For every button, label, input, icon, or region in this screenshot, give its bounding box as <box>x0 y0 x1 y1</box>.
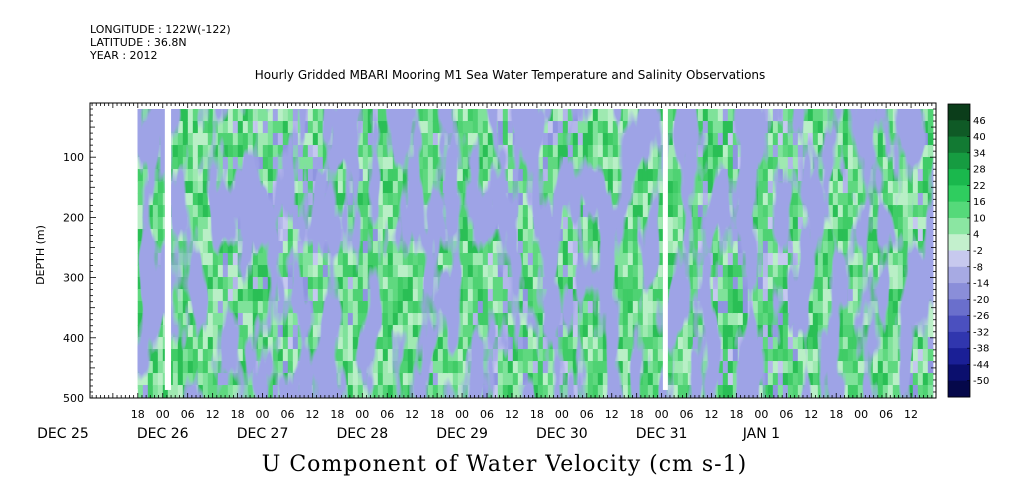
x-tick-label: 00 <box>655 408 669 421</box>
x-axis-ticks: 18 00 06 12 18 00 06 12 18 00 06 12 18 00 06 12 18 00 06 12… <box>37 408 918 442</box>
colorbar-label: 4 <box>973 230 979 241</box>
x-date-label: JAN 1 <box>742 426 780 442</box>
colorbar-label: -50 <box>973 376 989 387</box>
colorbar-label: -32 <box>973 327 989 338</box>
data-gap <box>164 108 172 390</box>
x-tick-label: 00 <box>754 408 768 421</box>
x-tick-label: 06 <box>580 408 594 421</box>
x-tick-label: 06 <box>380 408 394 421</box>
x-tick-label: 00 <box>156 408 170 421</box>
x-tick-label: 00 <box>256 408 270 421</box>
x-tick-label: 12 <box>505 408 519 421</box>
colorbar-swatch <box>948 104 970 121</box>
x-date-label: DEC 29 <box>436 426 488 442</box>
x-tick-label: 12 <box>305 408 319 421</box>
colorbar-label: -8 <box>973 262 983 273</box>
y-tick-label: 400 <box>63 332 84 345</box>
colorbar-swatch <box>948 250 970 268</box>
plot-frame <box>89 102 937 399</box>
x-date-label: DEC 30 <box>536 426 588 442</box>
x-date-label: DEC 25 <box>37 426 89 442</box>
y-tick-label: 500 <box>63 392 84 405</box>
x-tick-label: 18 <box>829 408 843 421</box>
colorbar-label: -14 <box>973 279 989 290</box>
x-tick-label: 12 <box>804 408 818 421</box>
x-tick-label: 06 <box>879 408 893 421</box>
colorbar-swatch <box>948 120 970 138</box>
x-minor-ticks <box>91 103 937 398</box>
colorbar-swatch <box>948 185 970 203</box>
x-tick-label: 18 <box>530 408 544 421</box>
x-tick-label: 18 <box>430 408 444 421</box>
x-tick-label: 12 <box>904 408 918 421</box>
colorbar-label: -20 <box>973 295 989 306</box>
colorbar: 46 40 34 28 22 16 10 4 -2 -8 -14 -20 -26 -32 -38 -44 -50 <box>947 103 989 398</box>
longitude-label: LONGITUDE : 122W(-122) <box>90 23 231 36</box>
colorbar-swatch <box>948 299 970 317</box>
colorbar-swatch <box>948 331 970 349</box>
x-tick-label: 00 <box>555 408 569 421</box>
colorbar-swatch <box>948 348 970 365</box>
x-date-label: DEC 26 <box>137 426 189 442</box>
variable-title: U Component of Water Velocity (cm s-1) <box>261 452 748 477</box>
x-tick-label: 06 <box>181 408 195 421</box>
year-label: YEAR : 2012 <box>90 49 158 62</box>
colorbar-swatch <box>948 380 970 398</box>
x-tick-label: 18 <box>231 408 245 421</box>
x-tick-label: 12 <box>705 408 719 421</box>
colorbar-swatch <box>948 169 970 186</box>
colorbar-label: 46 <box>973 116 986 127</box>
colorbar-label: 22 <box>973 181 986 192</box>
y-tick-label: 200 <box>63 211 84 224</box>
heatmap-cells <box>137 109 934 398</box>
x-date-label: DEC 27 <box>237 426 289 442</box>
colorbar-swatch <box>948 266 970 284</box>
data-gaps <box>164 108 668 390</box>
x-date-label: DEC 31 <box>636 426 688 442</box>
colorbar-swatch <box>948 364 970 382</box>
colorbar-swatch <box>948 152 970 170</box>
x-tick-label: 06 <box>280 408 294 421</box>
y-axis-title: DEPTH (m) <box>34 225 47 285</box>
x-tick-label: 06 <box>680 408 694 421</box>
y-tick-label: 300 <box>63 272 84 285</box>
x-date-label: DEC 28 <box>336 426 388 442</box>
x-tick-label: 00 <box>355 408 369 421</box>
y-tick-label: 100 <box>63 151 84 164</box>
x-tick-label: 12 <box>405 408 419 421</box>
latitude-label: LATITUDE : 36.8N <box>90 36 187 49</box>
colorbar-swatch <box>948 315 970 333</box>
colorbar-label: 28 <box>973 165 986 176</box>
colorbar-label: 16 <box>973 197 986 208</box>
x-tick-label: 00 <box>854 408 868 421</box>
colorbar-swatch <box>948 217 970 235</box>
colorbar-label: -26 <box>973 311 989 322</box>
colorbar-label: -2 <box>973 246 983 257</box>
colorbar-label: -44 <box>973 360 989 371</box>
heatmap-field <box>137 109 934 398</box>
x-tick-label: 18 <box>729 408 743 421</box>
x-tick-label: 12 <box>605 408 619 421</box>
x-tick-label: 18 <box>330 408 344 421</box>
colorbar-swatch <box>948 283 970 300</box>
y-axis-ticks: 100 200 300 400 500 <box>63 108 936 405</box>
x-tick-label: 18 <box>131 408 145 421</box>
colorbar-label: 10 <box>973 213 986 224</box>
colorbar-label: 34 <box>973 148 986 159</box>
colorbar-swatch <box>948 136 970 154</box>
chart-title: Hourly Gridded MBARI Mooring M1 Sea Wate… <box>254 68 766 82</box>
x-tick-label: 18 <box>630 408 644 421</box>
colorbar-label: -38 <box>973 344 989 355</box>
x-tick-label: 06 <box>480 408 494 421</box>
x-tick-label: 06 <box>779 408 793 421</box>
x-tick-label: 00 <box>455 408 469 421</box>
colorbar-swatch <box>948 201 970 219</box>
x-tick-label: 12 <box>206 408 220 421</box>
colorbar-swatch <box>948 234 970 251</box>
data-gap <box>662 108 668 390</box>
colorbar-label: 40 <box>973 132 986 143</box>
